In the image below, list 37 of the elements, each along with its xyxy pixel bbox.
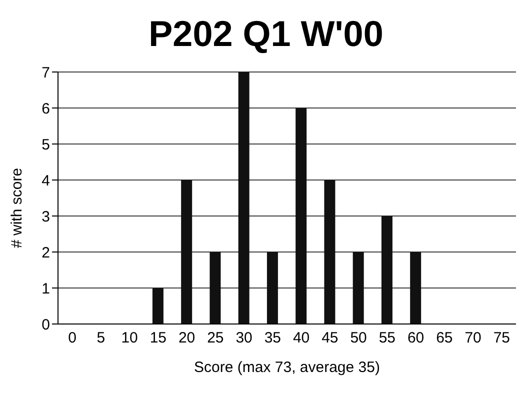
y-tick-label: 2 <box>42 244 50 262</box>
x-tick-label: 20 <box>178 330 196 347</box>
y-tick-label: 0 <box>42 316 50 334</box>
y-tick-label: 7 <box>42 64 50 82</box>
x-tick-label: 75 <box>493 330 510 347</box>
bar <box>352 252 364 324</box>
x-tick-label: 65 <box>436 330 453 347</box>
x-tick-label: 45 <box>322 330 338 347</box>
x-tick-label: 55 <box>378 330 396 347</box>
bar <box>238 72 250 324</box>
x-tick-label: 15 <box>150 330 167 347</box>
x-tick-label: 35 <box>264 330 282 347</box>
x-tick-label: 30 <box>236 330 252 347</box>
y-tick-label: 3 <box>42 208 50 226</box>
x-tick-label: 70 <box>464 330 482 347</box>
chart-title: P202 Q1 W'00 <box>148 12 384 56</box>
x-tick-label: 5 <box>96 330 106 347</box>
bar <box>410 252 422 324</box>
bar <box>266 252 278 324</box>
x-tick-label: 50 <box>350 330 367 347</box>
x-tick-label: 40 <box>292 330 310 347</box>
y-tick-label: 6 <box>42 100 50 118</box>
y-tick-label: 1 <box>42 280 50 298</box>
bar <box>152 288 164 324</box>
y-tick-label: 5 <box>42 136 50 154</box>
y-tick-label: 4 <box>42 172 50 190</box>
x-tick-label: 0 <box>68 330 76 347</box>
x-tick-label: 25 <box>207 330 224 347</box>
bar <box>296 108 307 324</box>
bar <box>381 216 392 324</box>
x-tick-label: 10 <box>121 330 138 347</box>
bar <box>210 252 221 324</box>
bar <box>324 180 336 324</box>
x-tick-label: 60 <box>407 330 424 347</box>
y-axis-title: # with score <box>8 168 26 248</box>
x-axis-title: Score (max 73, average 35) <box>194 359 380 376</box>
bar <box>181 180 192 324</box>
